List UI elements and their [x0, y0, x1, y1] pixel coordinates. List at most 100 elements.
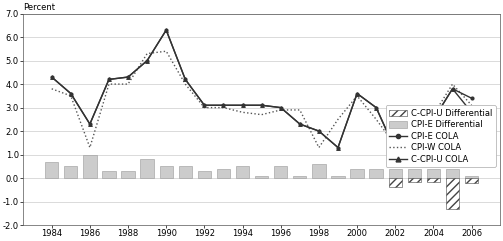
Bar	[427, 178, 440, 182]
C-CPI-U COLA	[354, 92, 360, 95]
CPI-W COLA	[182, 83, 188, 86]
CPI-W COLA	[68, 94, 74, 97]
CPI-E COLA	[316, 130, 322, 133]
C-CPI-U COLA	[411, 127, 417, 130]
CPI-W COLA	[316, 146, 322, 149]
Bar	[45, 162, 58, 178]
CPI-W COLA	[259, 113, 265, 116]
Line: CPI-E COLA: CPI-E COLA	[50, 28, 474, 152]
Bar	[446, 169, 459, 178]
C-CPI-U COLA	[239, 104, 245, 107]
Bar	[389, 178, 402, 187]
Legend: C-CPI-U Differential, CPI-E Differential, CPI-E COLA, CPI-W COLA, C-CPI-U COLA: C-CPI-U Differential, CPI-E Differential…	[385, 105, 496, 167]
CPI-W COLA	[373, 118, 379, 121]
CPI-W COLA	[239, 111, 245, 114]
Line: C-CPI-U COLA: C-CPI-U COLA	[49, 28, 474, 152]
Bar	[83, 154, 97, 178]
C-CPI-U COLA	[392, 148, 398, 151]
C-CPI-U COLA	[125, 76, 131, 79]
Line: CPI-W COLA: CPI-W COLA	[52, 51, 472, 147]
CPI-W COLA	[450, 83, 456, 86]
Bar	[312, 164, 325, 178]
CPI-W COLA	[335, 118, 341, 121]
C-CPI-U COLA	[144, 59, 150, 62]
Bar	[236, 166, 249, 178]
CPI-E COLA	[125, 76, 131, 79]
CPI-W COLA	[354, 94, 360, 97]
Bar	[465, 178, 478, 183]
CPI-E COLA	[239, 104, 245, 107]
C-CPI-U COLA	[68, 92, 74, 95]
Bar	[389, 169, 402, 178]
Bar	[255, 176, 268, 178]
CPI-E COLA	[87, 123, 93, 126]
CPI-E COLA	[411, 127, 417, 130]
Bar	[407, 169, 421, 178]
Bar	[370, 169, 383, 178]
CPI-E COLA	[373, 106, 379, 109]
CPI-W COLA	[278, 108, 284, 111]
CPI-E COLA	[201, 104, 207, 107]
CPI-W COLA	[297, 108, 303, 111]
CPI-W COLA	[411, 127, 417, 130]
CPI-E COLA	[450, 87, 456, 90]
C-CPI-U COLA	[87, 123, 93, 126]
Bar	[293, 176, 306, 178]
Bar	[179, 166, 192, 178]
CPI-W COLA	[201, 106, 207, 109]
CPI-W COLA	[125, 83, 131, 86]
Bar	[121, 171, 135, 178]
CPI-E COLA	[335, 146, 341, 149]
C-CPI-U COLA	[106, 78, 112, 81]
CPI-W COLA	[87, 146, 93, 149]
Bar	[159, 166, 173, 178]
C-CPI-U COLA	[259, 104, 265, 107]
CPI-E COLA	[392, 148, 398, 151]
CPI-E COLA	[68, 92, 74, 95]
CPI-W COLA	[431, 113, 437, 116]
C-CPI-U COLA	[182, 78, 188, 81]
Bar	[351, 169, 364, 178]
C-CPI-U COLA	[201, 104, 207, 107]
Bar	[427, 169, 440, 178]
C-CPI-U COLA	[220, 104, 226, 107]
CPI-E COLA	[469, 97, 475, 100]
CPI-E COLA	[49, 76, 55, 79]
C-CPI-U COLA	[431, 118, 437, 121]
CPI-E COLA	[431, 118, 437, 121]
C-CPI-U COLA	[469, 111, 475, 114]
Bar	[198, 171, 211, 178]
CPI-W COLA	[220, 106, 226, 109]
CPI-W COLA	[106, 83, 112, 86]
C-CPI-U COLA	[49, 76, 55, 79]
C-CPI-U COLA	[450, 87, 456, 90]
CPI-E COLA	[144, 59, 150, 62]
Bar	[446, 178, 459, 209]
CPI-E COLA	[106, 78, 112, 81]
CPI-E COLA	[259, 104, 265, 107]
Bar	[64, 166, 77, 178]
C-CPI-U COLA	[278, 106, 284, 109]
Bar	[407, 178, 421, 182]
CPI-W COLA	[163, 50, 169, 53]
CPI-W COLA	[49, 87, 55, 90]
Bar	[140, 159, 154, 178]
CPI-E COLA	[278, 106, 284, 109]
C-CPI-U COLA	[335, 146, 341, 149]
C-CPI-U COLA	[297, 123, 303, 126]
Bar	[274, 166, 287, 178]
Bar	[217, 169, 230, 178]
C-CPI-U COLA	[373, 106, 379, 109]
CPI-E COLA	[220, 104, 226, 107]
Bar	[331, 176, 345, 178]
Bar	[102, 171, 116, 178]
CPI-W COLA	[469, 104, 475, 107]
C-CPI-U COLA	[163, 29, 169, 32]
Bar	[465, 176, 478, 178]
CPI-E COLA	[163, 29, 169, 32]
CPI-E COLA	[297, 123, 303, 126]
Text: Percent: Percent	[23, 2, 55, 12]
CPI-W COLA	[392, 144, 398, 147]
CPI-E COLA	[182, 78, 188, 81]
C-CPI-U COLA	[316, 130, 322, 133]
